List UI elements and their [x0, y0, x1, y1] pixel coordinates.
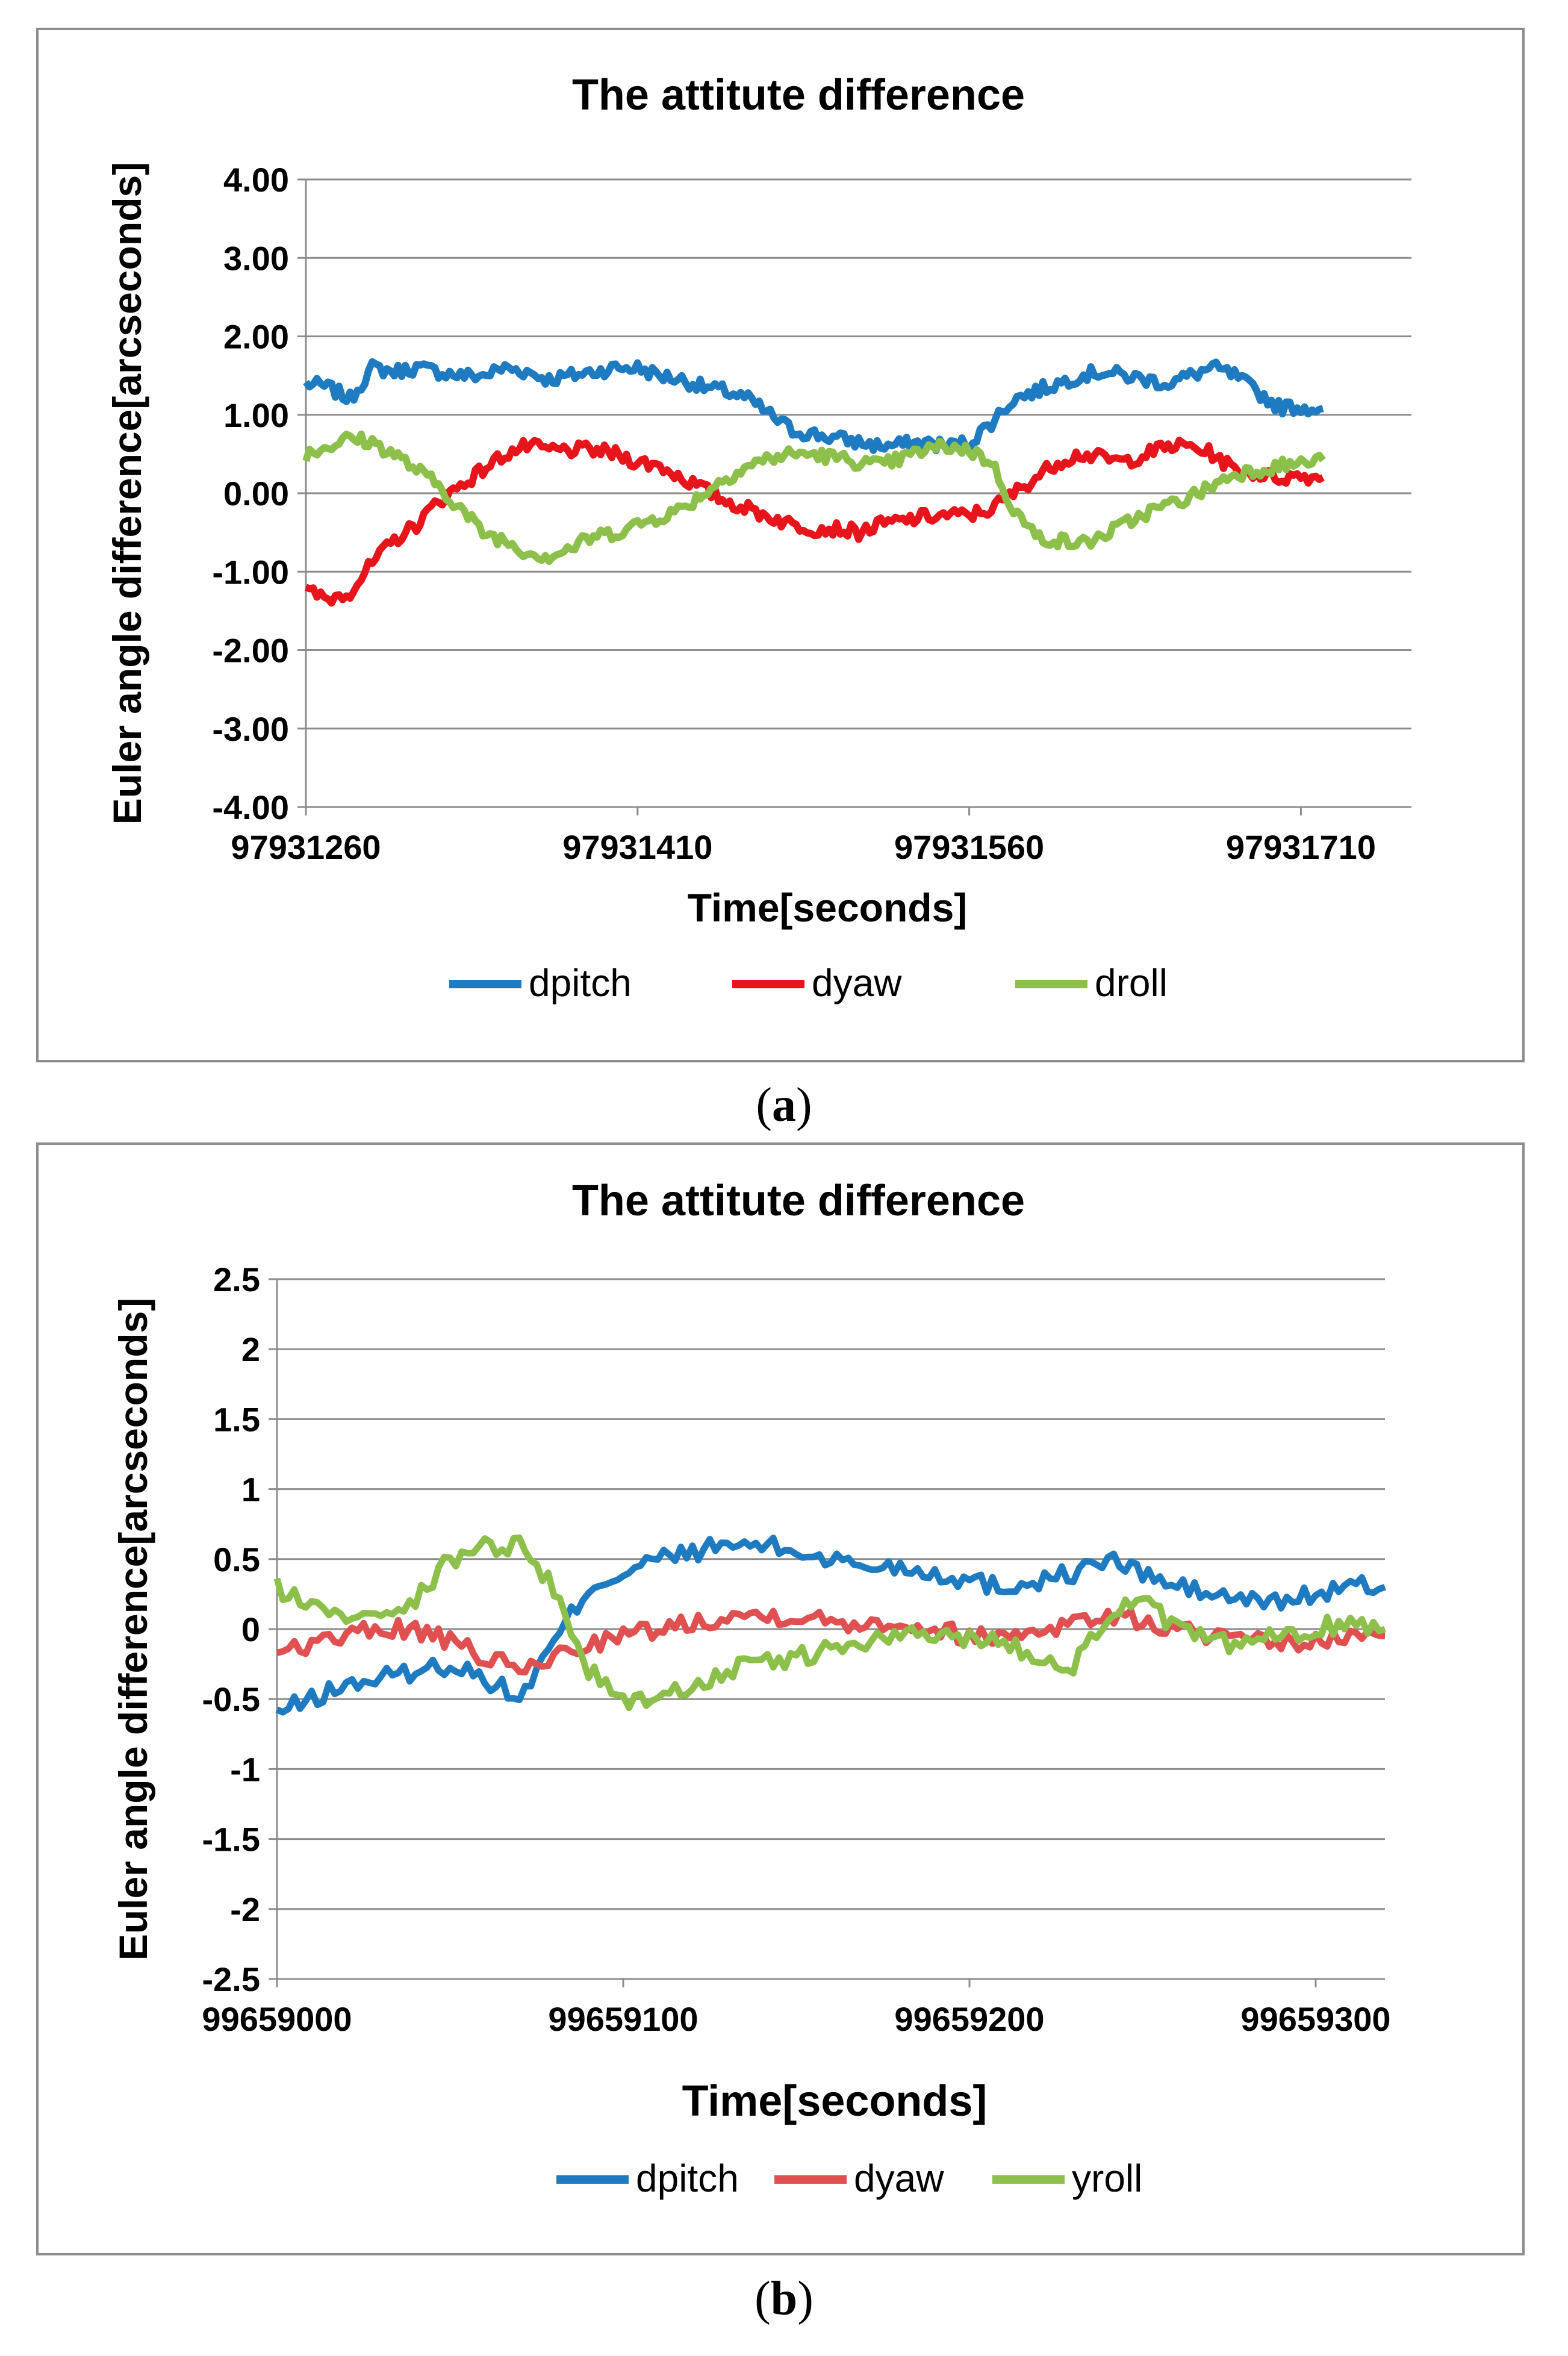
chart-b-y-tick-label: -1	[230, 1750, 260, 1788]
chart-a-svg: -4.00 -3.00 -2.00 -1.00 0.00 1.00 2.00 3.00 4.00…	[105, 71, 1411, 1005]
panel-label-a: (a)	[756, 1079, 812, 1132]
chart-b-y-tick-label: 0.5	[213, 1541, 260, 1578]
chart-a-y-tick-label: -1.00	[212, 553, 289, 591]
chart-b-x-tick-label: 99659000	[202, 2000, 352, 2038]
chart-a-x-tick-label: 97931410	[562, 828, 712, 866]
chart-b-legend-label-dpitch: dpitch	[636, 2157, 739, 2200]
chart-b-series-dpitch	[275, 1535, 1386, 1716]
chart-a-series-dpitch	[303, 358, 1324, 455]
chart-a-x-tick-label: 97931260	[231, 828, 381, 866]
chart-a-series-dyaw	[304, 437, 1325, 607]
chart-a-y-tick-label: 1.00	[223, 396, 289, 434]
chart-a-x-tick-label: 97931710	[1226, 828, 1376, 866]
chart-b-y-axis-label: Euler angle difference[arcseconds]	[111, 1298, 155, 1960]
chart-b-y-tick-label: 2	[241, 1330, 260, 1368]
chart-b-svg: -2.5 -2 -1.5 -1 -0.5 0 0.5 1 1.5 2 2.5 99659000 9965…	[111, 1177, 1391, 2200]
chart-panel-b: -2.5 -2 -1.5 -1 -0.5 0 0.5 1 1.5 2 2.5 99659000 9965…	[36, 1142, 1525, 2255]
chart-b-legend-label-yroll: yroll	[1072, 2157, 1142, 2200]
chart-b-y-tick-label: 1	[241, 1471, 260, 1509]
chart-a-y-tick-label: 4.00	[223, 161, 289, 199]
chart-a-series-droll	[302, 430, 1326, 565]
chart-a-y-tick-label: -2.00	[212, 632, 289, 670]
chart-a-x-axis-label: Time[seconds]	[688, 885, 968, 930]
panel-label-b: (b)	[754, 2272, 814, 2325]
chart-b-series-dyaw	[276, 1607, 1386, 1676]
chart-a-legend-label-dpitch: dpitch	[529, 961, 632, 1005]
chart-b-legend-label-dyaw: dyaw	[854, 2157, 944, 2200]
chart-a-y-tick-label: 2.00	[223, 318, 289, 356]
chart-b-y-tick-label: 2.5	[213, 1261, 260, 1298]
chart-b-series-yroll	[273, 1534, 1386, 1712]
chart-b-y-tick-label: 1.5	[213, 1400, 260, 1438]
chart-a-title: The attitute difference	[572, 71, 1025, 119]
chart-b-x-tick-label: 99659300	[1240, 2000, 1390, 2038]
chart-b-y-tick-label: 0	[241, 1610, 260, 1648]
chart-b-y-tick-label: -2	[230, 1890, 260, 1928]
chart-b-y-tick-label: -0.5	[202, 1680, 261, 1718]
chart-a-y-tick-label: 0.00	[223, 475, 289, 513]
chart-b-y-tick-label: -2.5	[202, 1960, 261, 1998]
chart-b-y-tick-label: -1.5	[202, 1821, 261, 1859]
chart-a-y-tick-label: 3.00	[223, 239, 289, 277]
chart-b-x-tick-label: 99659200	[894, 2000, 1044, 2038]
chart-a-legend-label-dyaw: dyaw	[812, 961, 902, 1005]
chart-b-x-tick-label: 99659100	[548, 2000, 698, 2038]
chart-a-x-tick-label: 97931560	[894, 828, 1044, 866]
chart-a-y-tick-label: -4.00	[212, 788, 289, 826]
chart-a-y-axis-label: Euler angle difference[arcseconds]	[105, 162, 149, 824]
chart-b-x-axis-label: Time[seconds]	[682, 2077, 988, 2125]
chart-b-title: The attitute difference	[572, 1177, 1025, 1225]
chart-panel-a: -4.00 -3.00 -2.00 -1.00 0.00 1.00 2.00 3.00 4.00…	[36, 28, 1525, 1062]
chart-a-y-tick-label: -3.00	[212, 710, 289, 748]
chart-a-legend-label-droll: droll	[1095, 961, 1168, 1005]
